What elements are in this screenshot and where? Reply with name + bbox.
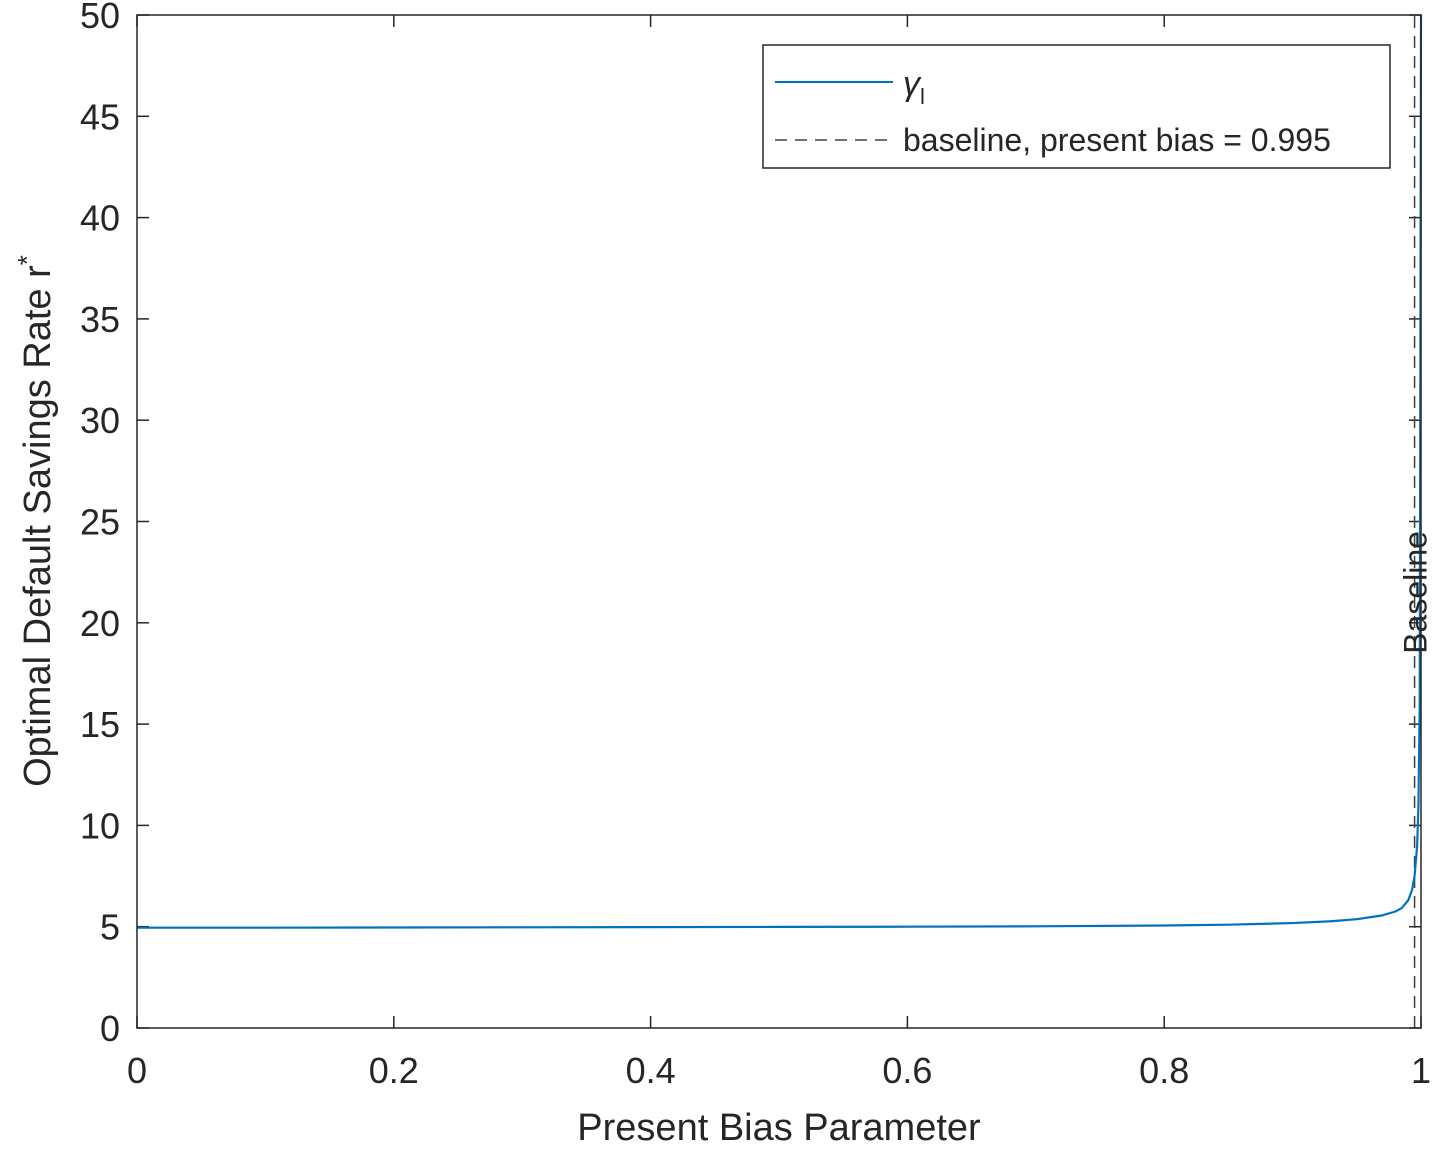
x-tick-label: 0.2	[369, 1050, 419, 1091]
series-gamma-l-line	[137, 14, 1423, 929]
x-tick-label: 1	[1411, 1050, 1431, 1091]
x-tick-label: 0.6	[882, 1050, 932, 1091]
y-tick-label: 35	[80, 299, 120, 340]
plot-area	[137, 15, 1421, 1028]
legend-box	[762, 44, 1391, 169]
y-tick-label: 30	[80, 400, 120, 441]
series	[137, 14, 1423, 1028]
legend: γl baseline, present bias = 0.995	[762, 44, 1391, 169]
legend-label-gamma-l-subscript: l	[920, 84, 925, 109]
x-tick-label: 0.4	[626, 1050, 676, 1091]
y-axis-title: Optimal Default Savings Rate r*	[12, 255, 59, 787]
legend-label-baseline: baseline, present bias = 0.995	[903, 122, 1331, 158]
legend-label-gamma-l-main: γ	[903, 65, 922, 103]
x-tick-label: 0.8	[1139, 1050, 1189, 1091]
baseline-annotation: Baseline	[1398, 531, 1434, 654]
y-axis-title-superscript: *	[12, 255, 42, 265]
y-tick-label: 0	[100, 1008, 120, 1049]
y-tick-label: 25	[80, 502, 120, 543]
y-tick-label: 5	[100, 907, 120, 948]
y-tick-label: 20	[80, 603, 120, 644]
y-tick-label: 40	[80, 198, 120, 239]
axes-box	[136, 14, 1422, 1029]
legend-label-gamma-l: γl	[903, 65, 925, 109]
x-tick-label: 0	[127, 1050, 147, 1091]
y-tick-label: 45	[80, 96, 120, 137]
y-tick-label: 50	[80, 0, 120, 36]
y-tick-label: 15	[80, 704, 120, 745]
x-axis-title: Present Bias Parameter	[577, 1107, 981, 1149]
y-axis-title-main: Optimal Default Savings Rate r	[17, 265, 59, 787]
y-tick-label: 10	[80, 805, 120, 846]
